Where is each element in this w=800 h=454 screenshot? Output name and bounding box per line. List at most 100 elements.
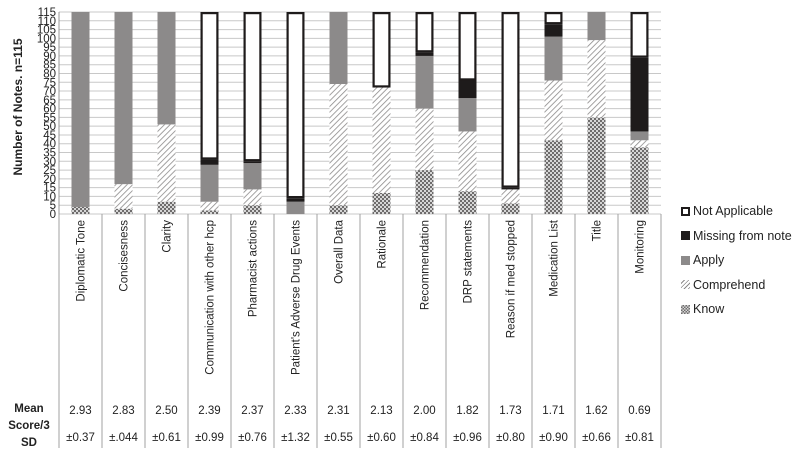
mean-score-value: 2.13 bbox=[370, 405, 392, 417]
mean-score-value: 0.69 bbox=[628, 405, 650, 417]
mean-score-value: 2.33 bbox=[284, 405, 306, 417]
bar-segment-know bbox=[114, 208, 133, 214]
legend-label: Missing from note bbox=[693, 228, 792, 243]
sd-value: ±0.66 bbox=[582, 432, 611, 444]
bar-segment-comprehend bbox=[630, 140, 649, 148]
bar-segment-apply bbox=[415, 55, 434, 109]
category-label: Diplomatic Tone bbox=[76, 220, 88, 302]
category-label: Clarity bbox=[162, 220, 174, 253]
row-label-mean: Mean bbox=[14, 403, 44, 415]
bar-segment-comprehend bbox=[458, 131, 477, 192]
y-tick-label: 80 bbox=[43, 68, 56, 80]
bar-segment-not-applicable bbox=[630, 12, 649, 58]
bar-segment-missing-from-note bbox=[415, 52, 434, 56]
y-tick-label: 65 bbox=[43, 95, 56, 107]
bar-segment-comprehend bbox=[501, 189, 520, 204]
know-swatch-icon bbox=[681, 304, 690, 314]
y-axis-label: Number of Notes. n=115 bbox=[11, 38, 25, 176]
y-tick-label: 105 bbox=[37, 25, 56, 37]
bar-segment-not-applicable bbox=[200, 12, 219, 160]
mean-score-value: 1.73 bbox=[499, 405, 521, 417]
bar-segment-apply bbox=[544, 36, 563, 81]
bar-segment-know bbox=[458, 191, 477, 214]
y-tick-label: 0 bbox=[50, 209, 56, 221]
y-tick-label: 55 bbox=[43, 112, 56, 124]
y-tick-label: 60 bbox=[43, 104, 56, 116]
legend-item-comprehend: Comprehend bbox=[681, 273, 792, 298]
bar-segment-missing-from-note bbox=[200, 159, 219, 165]
category-label: Monitoring bbox=[635, 220, 647, 274]
sd-value: ±.044 bbox=[109, 432, 138, 444]
bar-segment-apply bbox=[458, 98, 477, 132]
bar-segment-missing-from-note bbox=[544, 24, 563, 37]
bar-segment-apply bbox=[200, 164, 219, 202]
bar-segment-not-applicable bbox=[458, 12, 477, 81]
legend-item-missing: Missing from note bbox=[681, 224, 792, 249]
legend-label: Comprehend bbox=[693, 277, 766, 292]
gridlines bbox=[58, 11, 661, 215]
bar-segment-comprehend bbox=[372, 87, 391, 193]
bar-segment-apply bbox=[243, 163, 262, 190]
legend-item-apply: Apply bbox=[681, 248, 792, 273]
bar-segment-know bbox=[587, 117, 606, 214]
sd-value: ±0.76 bbox=[238, 432, 267, 444]
not-applicable-swatch-icon bbox=[681, 206, 690, 216]
bars bbox=[71, 12, 649, 214]
bar-segment-not-applicable bbox=[286, 12, 305, 199]
bar-segment-not-applicable bbox=[372, 12, 391, 88]
bar-segment-missing-from-note bbox=[286, 198, 305, 202]
sd-value: ±0.84 bbox=[410, 432, 439, 444]
bar-segment-know bbox=[243, 205, 262, 214]
bar-segment-apply bbox=[71, 12, 90, 207]
apply-swatch-icon bbox=[681, 255, 690, 265]
mean-score-value: 2.93 bbox=[69, 405, 91, 417]
comprehend-swatch-icon bbox=[681, 280, 690, 290]
sd-value: ±0.99 bbox=[195, 432, 224, 444]
bar-segment-know bbox=[501, 203, 520, 214]
category-label: Recommendation bbox=[420, 220, 432, 310]
bar-segment-missing-from-note bbox=[243, 161, 262, 164]
bar-segment-apply bbox=[630, 131, 649, 141]
mean-score-value: 1.71 bbox=[542, 405, 564, 417]
legend-label: Apply bbox=[693, 253, 725, 268]
bar-segment-comprehend bbox=[114, 184, 133, 209]
sd-value: ±0.81 bbox=[625, 432, 654, 444]
category-label: Communication with other hcp bbox=[205, 220, 217, 375]
bar-segment-apply bbox=[286, 201, 305, 214]
sd-value: ±0.60 bbox=[367, 432, 396, 444]
y-axis-ticks: 0510152025303540455055606570758085909510… bbox=[37, 7, 56, 221]
category-label: Patient's Adverse Drug Events bbox=[291, 220, 303, 375]
bar-segment-missing-from-note bbox=[458, 80, 477, 99]
y-tick-label: 20 bbox=[43, 174, 56, 186]
y-tick-label: 15 bbox=[43, 183, 56, 195]
sd-value: ±1.32 bbox=[281, 432, 310, 444]
bar-segment-comprehend bbox=[587, 40, 606, 118]
category-label: Reason if med stopped bbox=[506, 220, 518, 338]
y-tick-label: 115 bbox=[38, 7, 56, 19]
y-tick-label: 100 bbox=[37, 33, 56, 45]
sd-value: ±0.96 bbox=[453, 432, 482, 444]
y-tick-label: 10 bbox=[43, 191, 56, 203]
bar-segment-comprehend bbox=[544, 80, 563, 141]
missing-swatch-icon bbox=[681, 231, 690, 241]
category-label: Rationale bbox=[377, 220, 389, 269]
bar-segment-know bbox=[200, 210, 219, 214]
legend-item-not-applicable: Not Applicable bbox=[681, 199, 792, 224]
mean-score-value: 2.00 bbox=[413, 405, 435, 417]
row-label-sd: SD bbox=[21, 437, 37, 449]
sd-value: ±0.61 bbox=[152, 432, 181, 444]
category-label: DRP statements bbox=[463, 220, 475, 304]
bar-segment-comprehend bbox=[329, 84, 348, 206]
bar-segment-know bbox=[415, 170, 434, 214]
y-tick-label: 110 bbox=[38, 16, 56, 28]
bar-segment-comprehend bbox=[200, 201, 219, 211]
legend: Not Applicable Missing from note Apply C… bbox=[681, 199, 792, 322]
row-label-score: Score/3 bbox=[8, 420, 50, 432]
bar-segment-apply bbox=[587, 12, 606, 41]
bar-segment-missing-from-note bbox=[630, 57, 649, 132]
category-label: Pharmacist actions bbox=[248, 220, 260, 317]
bar-segment-comprehend bbox=[415, 108, 434, 171]
legend-item-know: Know bbox=[681, 297, 792, 322]
sd-value: ±0.55 bbox=[324, 432, 353, 444]
